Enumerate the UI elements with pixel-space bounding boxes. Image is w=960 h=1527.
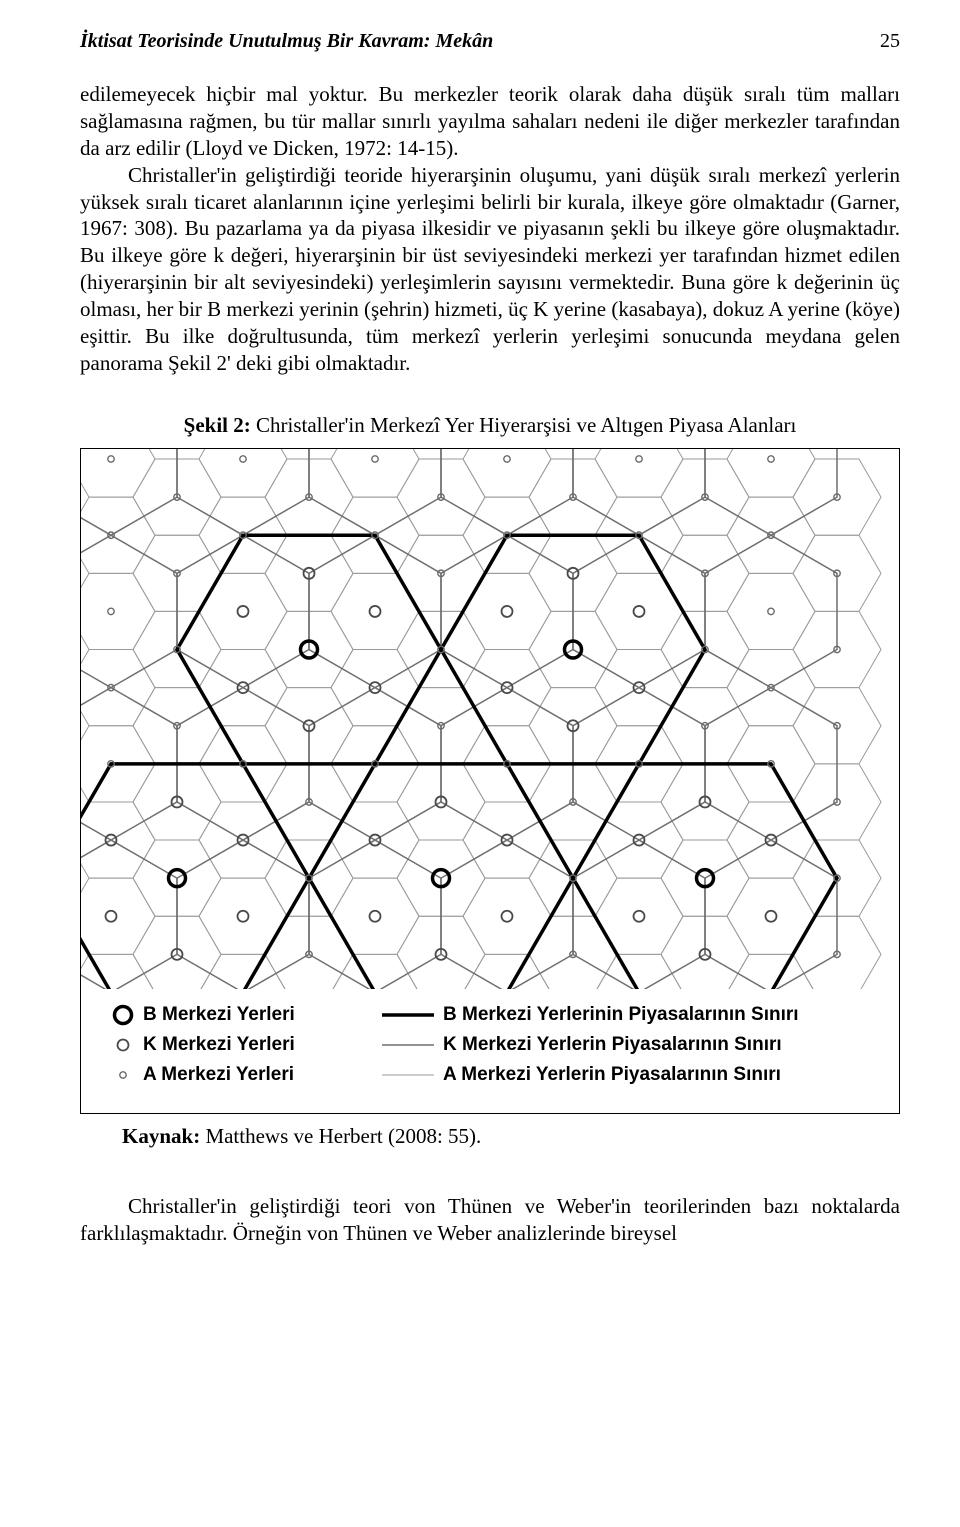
- paragraph-1: edilemeyecek hiçbir mal yoktur. Bu merke…: [80, 82, 900, 160]
- legend-row: A Merkezi Yerleri A Merkezi Yerlerin Piya…: [103, 1063, 881, 1087]
- source-label: Kaynak:: [122, 1124, 200, 1148]
- legend-row: B Merkezi Yerleri B Merkezi Yerlerinin Pi…: [103, 1003, 881, 1027]
- legend-line-icon: [373, 1003, 443, 1027]
- legend-marker-icon: [103, 1063, 143, 1087]
- legend-right-label: A Merkezi Yerlerin Piyasalarının Sınırı: [443, 1064, 881, 1086]
- legend-left-label: A Merkezi Yerleri: [143, 1064, 373, 1086]
- legend-right-label: K Merkezi Yerlerin Piyasalarının Sınırı: [443, 1034, 881, 1056]
- trailing-paragraph: Christaller'in geliştirdiği teori von Th…: [80, 1193, 900, 1247]
- legend-line-icon: [373, 1063, 443, 1087]
- figure-legend: B Merkezi Yerleri B Merkezi Yerlerinin Pi…: [81, 989, 899, 1113]
- figure-caption-text: Christaller'in Merkezî Yer Hiyerarşisi v…: [251, 413, 797, 437]
- running-title: İktisat Teorisinde Unutulmuş Bir Kavram:…: [80, 30, 493, 53]
- legend-right-label: B Merkezi Yerlerinin Piyasalarının Sınır…: [443, 1004, 881, 1026]
- figure-box: B Merkezi Yerleri B Merkezi Yerlerinin Pi…: [80, 448, 900, 1114]
- running-header: İktisat Teorisinde Unutulmuş Bir Kavram:…: [80, 30, 900, 53]
- body-paragraphs: edilemeyecek hiçbir mal yoktur. Bu merke…: [80, 81, 900, 377]
- legend-marker-icon: [103, 1003, 143, 1027]
- hex-lattice-diagram: [81, 449, 899, 989]
- legend-line-icon: [373, 1033, 443, 1057]
- page-number: 25: [880, 30, 900, 53]
- legend-row: K Merkezi Yerleri K Merkezi Yerlerin Piya…: [103, 1033, 881, 1057]
- paragraph-2: Christaller'in geliştirdiği teoride hiye…: [80, 163, 900, 375]
- source-text: Matthews ve Herbert (2008: 55).: [200, 1124, 481, 1148]
- figure-caption-label: Şekil 2:: [184, 413, 251, 437]
- figure-source: Kaynak: Matthews ve Herbert (2008: 55).: [122, 1124, 900, 1149]
- figure-caption: Şekil 2: Christaller'in Merkezî Yer Hiye…: [80, 413, 900, 438]
- trailing-text: Christaller'in geliştirdiği teori von Th…: [80, 1194, 900, 1245]
- legend-left-label: K Merkezi Yerleri: [143, 1034, 373, 1056]
- legend-left-label: B Merkezi Yerleri: [143, 1004, 373, 1026]
- legend-marker-icon: [103, 1033, 143, 1057]
